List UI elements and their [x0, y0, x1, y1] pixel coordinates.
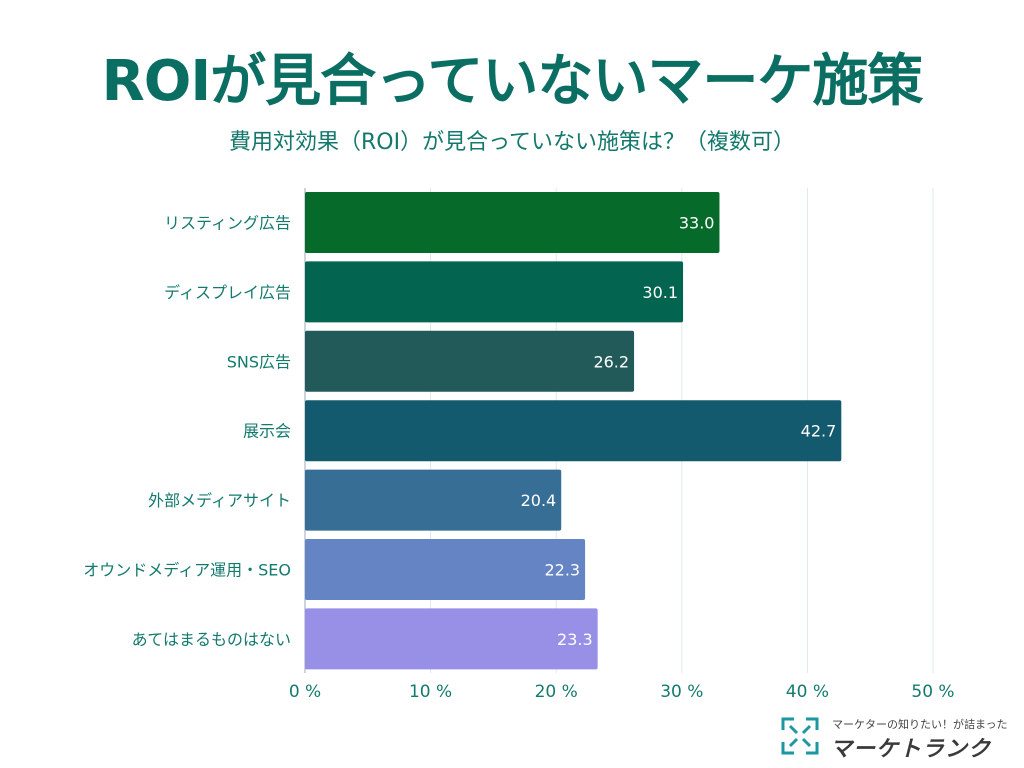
value-label: 42.7 [801, 422, 837, 441]
logo-icon [781, 717, 819, 755]
category-label: オウンドメディア運用・SEO [83, 561, 291, 580]
category-label: SNS広告 [227, 352, 291, 371]
value-label: 30.1 [642, 283, 678, 302]
bar [305, 539, 586, 600]
bar [305, 192, 720, 253]
bar [305, 261, 684, 323]
x-tick-label: 30 % [660, 682, 703, 702]
category-label: 展示会 [243, 422, 291, 441]
bar [305, 400, 842, 462]
category-label: 外部メディアサイト [148, 491, 291, 510]
category-label: リスティング広告 [164, 214, 291, 233]
x-tick-label: 50 % [911, 682, 954, 702]
x-tick-label: 0 % [289, 682, 321, 702]
category-label: あてはまるものはない [132, 630, 291, 649]
logo-tagline: マーケターの知りたい！が詰まった [832, 718, 1008, 731]
logo-name: マーケトランク [830, 737, 992, 762]
chart-subtitle: 費用対効果（ROI）が見合っていない施策は？（複数可） [229, 130, 795, 155]
bar [305, 608, 598, 670]
bar [305, 330, 635, 392]
category-label: ディスプレイ広告 [164, 283, 291, 302]
bar [305, 469, 562, 531]
x-tick-label: 40 % [786, 682, 829, 702]
value-label: 22.3 [544, 561, 580, 580]
value-label: 20.4 [521, 491, 557, 510]
value-label: 23.3 [557, 630, 593, 649]
value-label: 26.2 [593, 352, 629, 371]
chart-title: ROIが見合っていないマーケ施策 [101, 49, 924, 114]
x-tick-label: 10 % [409, 682, 452, 702]
value-label: 33.0 [679, 214, 715, 233]
logo: マーケターの知りたい！が詰まった マーケトランク [780, 714, 1020, 762]
x-tick-label: 20 % [535, 682, 578, 702]
